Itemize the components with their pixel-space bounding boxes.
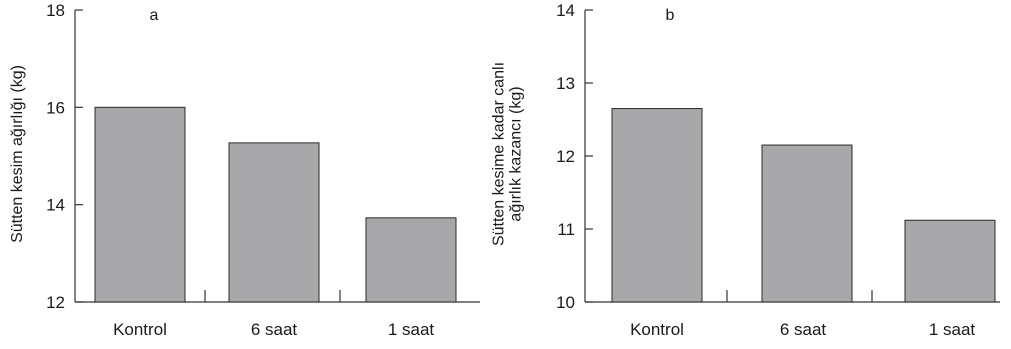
bar-1 — [761, 144, 853, 303]
y-tick-label: 14 — [46, 196, 65, 215]
y-axis-title: ağırlık kazancı (kg) — [508, 86, 525, 221]
chart-panel-a: 12 14 16 18 Kontrol 6 saat 1 saat a Sütten kesim… — [9, 1, 480, 339]
y-tick-label: 10 — [556, 293, 575, 312]
chart-panel-b: 10 11 12 13 14 Kontrol 6 saat 1 saat b Sütten kes… — [491, 1, 1000, 339]
bar-2 — [365, 217, 457, 303]
panel-letter: b — [666, 7, 675, 24]
category-label: 1 saat — [929, 320, 976, 339]
y-tick-label: 12 — [556, 147, 575, 166]
bar-0 — [611, 108, 703, 303]
category-label: 1 saat — [388, 320, 435, 339]
y-tick-label: 11 — [557, 220, 575, 239]
y-tick-label: 16 — [46, 98, 65, 117]
category-label: Kontrol — [630, 320, 684, 339]
category-label: 6 saat — [780, 320, 827, 339]
y-tick-label: 14 — [556, 1, 575, 20]
y-axis-title: Sütten kesime kadar canlı — [491, 62, 508, 246]
category-label: 6 saat — [251, 320, 298, 339]
y-tick-label: 18 — [46, 1, 65, 20]
panel-letter: a — [150, 7, 159, 24]
y-tick-label: 12 — [46, 293, 65, 312]
bar-2 — [904, 219, 996, 303]
category-label: Kontrol — [113, 320, 167, 339]
bar-1 — [228, 142, 320, 303]
y-tick-label: 13 — [556, 74, 575, 93]
bar-0 — [94, 106, 186, 303]
y-axis-title: Sütten kesim ağırlığı (kg) — [9, 65, 26, 243]
